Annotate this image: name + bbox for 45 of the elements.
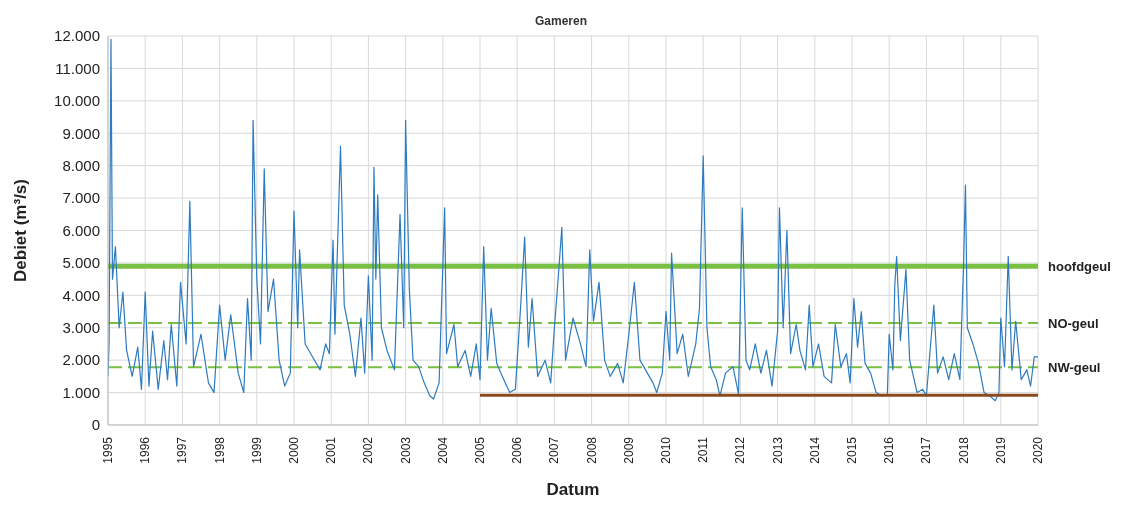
y-tick-label: 7.000 [62, 189, 100, 207]
y-tick-label: 0 [91, 416, 100, 434]
x-tick-label: 2001 [324, 436, 339, 464]
x-tick-label: 2011 [696, 436, 711, 463]
y-tick-label: 2.000 [62, 351, 100, 369]
ref-line-label: NO-geul [1048, 315, 1099, 331]
y-tick-label: 5.000 [62, 254, 100, 272]
y-axis-title: Debiet (m³/s) [11, 179, 31, 282]
x-tick-label: 2020 [1031, 436, 1045, 464]
x-tick-label: 1998 [212, 436, 227, 464]
x-tick-label: 2014 [807, 436, 822, 464]
x-tick-label: 2018 [956, 436, 971, 464]
y-tick-label: 6.000 [62, 221, 100, 239]
x-tick-label: 2000 [287, 436, 301, 464]
x-tick-label: 2012 [733, 436, 748, 464]
y-tick-label: 10.000 [54, 92, 100, 110]
y-tick-label: 11.000 [55, 59, 100, 77]
x-tick-label: 2016 [882, 436, 897, 464]
y-tick-label: 12.000 [54, 27, 100, 45]
x-axis-title: Datum [546, 480, 600, 500]
y-tick-label: 8.000 [62, 156, 100, 174]
x-tick-label: 1996 [138, 436, 153, 464]
chart-title: Gameren [534, 14, 588, 28]
x-tick-label: 2010 [659, 436, 673, 464]
x-tick-label: 2006 [510, 436, 525, 464]
y-tick-label: 1.000 [62, 383, 100, 401]
y-tick-label: 9.000 [62, 124, 100, 142]
x-tick-label: 2013 [770, 436, 785, 464]
y-tick-label: 4.000 [62, 286, 100, 304]
x-tick-label: 2002 [361, 436, 376, 464]
x-tick-label: 2017 [919, 436, 934, 464]
x-tick-label: 1995 [101, 436, 115, 464]
x-tick-label: 2007 [547, 436, 562, 464]
x-tick-label: 2019 [993, 436, 1008, 464]
x-tick-label: 2004 [435, 436, 450, 464]
x-tick-label: 2009 [621, 436, 636, 464]
y-tick-label: 3.000 [62, 319, 100, 337]
x-tick-label: 2008 [584, 436, 599, 464]
x-tick-label: 2015 [845, 436, 859, 464]
x-tick-label: 1997 [175, 436, 190, 464]
x-tick-label: 1999 [249, 436, 264, 464]
ref-line-label: hoofdgeul [1048, 258, 1111, 274]
ref-line-label: NW-geul [1048, 359, 1101, 375]
x-tick-label: 2003 [398, 436, 413, 464]
x-tick-label: 2005 [473, 436, 487, 464]
